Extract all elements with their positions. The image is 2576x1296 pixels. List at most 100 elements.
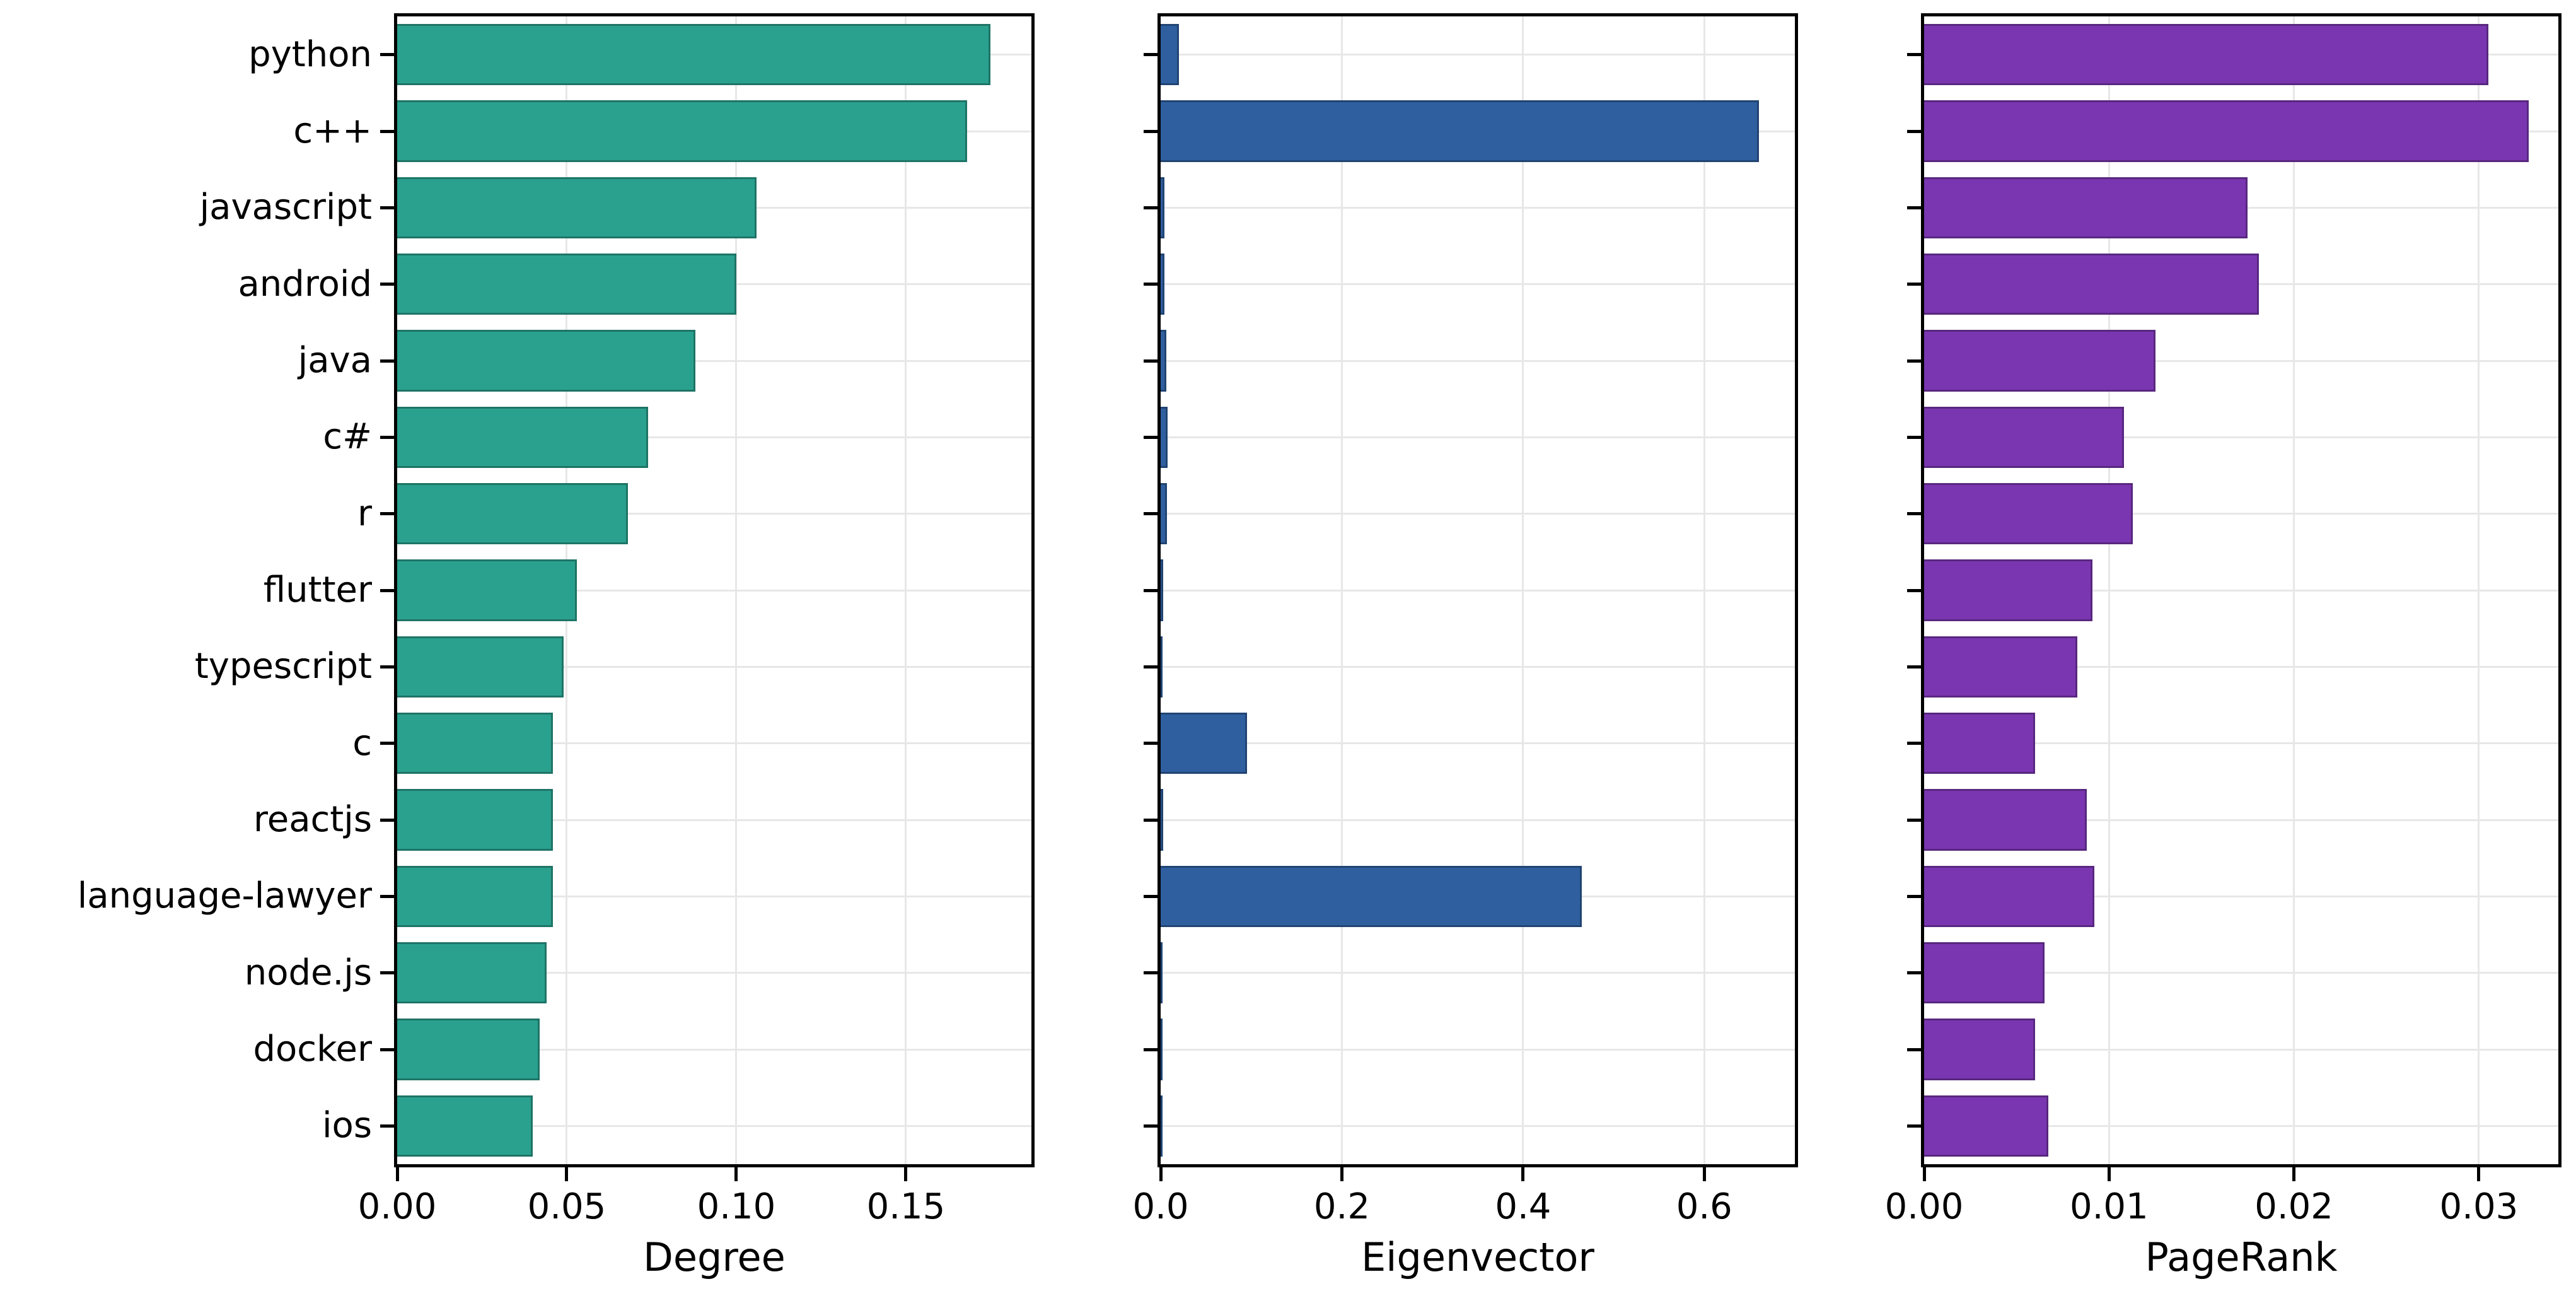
bar-javascript-degree [397,177,757,238]
gridline-vertical [2478,16,2480,1164]
gridline-vertical [1340,16,1343,1164]
gridline-horizontal [1161,742,1795,745]
y-tick-mark [1907,665,1921,668]
y-tick-mark [1144,1048,1157,1051]
y-tick-mark [1144,359,1157,363]
y-tick-mark [380,53,394,57]
gridline-horizontal [397,665,1031,668]
category-label-reactjs: reactjs [253,799,372,840]
y-tick-mark [380,435,394,439]
bar-r-pagerank [1924,483,2133,545]
category-label-language-lawyer: language-lawyer [77,875,372,917]
gridline-horizontal [1161,819,1795,821]
bar-reactjs-pagerank [1924,789,2087,851]
x-tick-mark [565,1167,569,1181]
gridline-horizontal [1924,359,2558,362]
gridline-horizontal [1161,1124,1795,1127]
y-tick-mark [380,665,394,668]
gridline-horizontal [1161,359,1795,362]
bar-node-js-pagerank [1924,942,2045,1004]
bar-flutter-eigenvector [1161,559,1164,621]
bar-flutter-degree [397,559,577,621]
x-tick-label: 0.10 [697,1186,776,1227]
x-axis-label-eigenvector: Eigenvector [1361,1234,1594,1280]
category-label-c: c [352,722,372,764]
bar-python-degree [397,24,991,86]
y-tick-mark [1907,206,1921,209]
gridline-vertical [2293,16,2295,1164]
y-tick-mark [380,742,394,745]
gridline-horizontal [1924,895,2558,897]
y-tick-mark [1144,971,1157,975]
gridline-horizontal [1161,513,1795,515]
gridline-horizontal [397,819,1031,821]
bar-c--pagerank [1924,100,2529,162]
gridline-horizontal [1924,513,2558,515]
bar-language-lawyer-eigenvector [1161,865,1582,927]
y-tick-mark [380,359,394,363]
y-tick-mark [380,1124,394,1128]
gridline-horizontal [1161,54,1795,56]
bar-java-eigenvector [1161,330,1166,392]
x-tick-mark [904,1167,908,1181]
x-tick-label: 0.01 [2069,1186,2149,1227]
bar-ios-eigenvector [1161,1095,1163,1157]
y-tick-mark [1144,1124,1157,1128]
bar-android-eigenvector [1161,254,1164,315]
category-label-javascript: javascript [199,187,372,228]
x-tick-mark [395,1167,399,1181]
bar-typescript-degree [397,636,564,698]
y-tick-mark [1907,1048,1921,1051]
y-tick-mark [380,971,394,975]
panel-eigenvector: 0.0 0.2 0.4 0.6 Eigenvector [1132,13,1798,1296]
y-tick-mark [1144,129,1157,133]
panel-degree: python c++ javascript android java c# r flutter… [78,13,1035,1296]
x-tick-label: 0.00 [1884,1186,1964,1227]
gridline-horizontal [1924,819,2558,821]
y-tick-mark [380,588,394,592]
y-tick-mark [1144,818,1157,822]
gridline-horizontal [397,513,1031,515]
bar-c--degree [397,100,967,162]
y-tick-mark [1144,742,1157,745]
bar-flutter-pagerank [1924,559,2092,621]
bar-android-pagerank [1924,254,2259,315]
gridline-horizontal [397,589,1031,592]
gridline-horizontal [1924,1124,2558,1127]
y-tick-mark [1144,53,1157,57]
x-axis-label-degree: Degree [643,1234,786,1280]
gridline-horizontal [1161,589,1795,592]
gridline-horizontal [1161,665,1795,668]
bar-java-pagerank [1924,330,2155,392]
bar-python-eigenvector [1161,24,1179,86]
gridline-vertical [735,16,738,1164]
bar-typescript-pagerank [1924,636,2078,698]
category-label-node-js: node.js [244,952,372,993]
bar-javascript-pagerank [1924,177,2248,238]
bar-c--eigenvector [1161,406,1168,468]
y-tick-mark [1907,435,1921,439]
y-tick-mark [1907,742,1921,745]
bar-docker-pagerank [1924,1019,2035,1080]
y-tick-mark [380,206,394,209]
panel-pagerank: 0.00 0.01 0.02 0.03 PageRank [1885,13,2561,1296]
y-tick-mark [1907,588,1921,592]
x-tick-label: 0.02 [2254,1186,2333,1227]
gridline-horizontal [1924,742,2558,745]
y-tick-mark [1907,359,1921,363]
gridline-horizontal [397,895,1031,897]
bar-typescript-eigenvector [1161,636,1163,698]
category-label-c-: c++ [293,110,372,151]
gridline-horizontal [1161,206,1795,209]
category-label-java: java [298,340,372,381]
gridline-horizontal [1161,283,1795,286]
bar-c-pagerank [1924,713,2035,774]
gridline-horizontal [1161,436,1795,438]
y-tick-mark [1907,894,1921,898]
x-tick-label: 0.4 [1495,1186,1552,1227]
bar-java-degree [397,330,696,392]
bar-reactjs-degree [397,789,554,851]
y-tick-mark [1907,283,1921,286]
category-label-typescript: typescript [194,646,372,687]
